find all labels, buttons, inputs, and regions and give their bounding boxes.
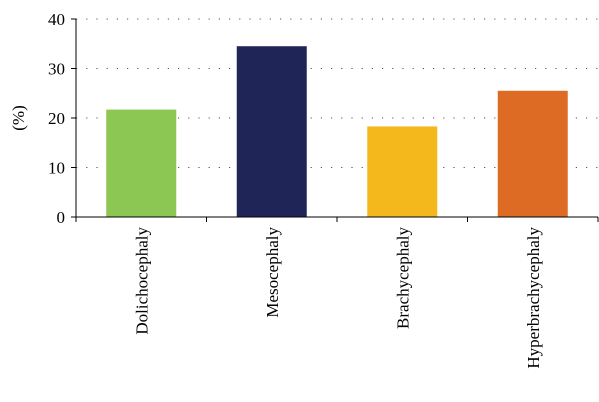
y-ticks: 0 10 20 30 40 — [48, 10, 76, 227]
x-ticks: Dolichocephaly Mesocephaly Brachycephaly Hy… — [75, 217, 599, 369]
category-label: Brachycephaly — [393, 227, 412, 329]
bar — [497, 90, 568, 217]
bar — [236, 46, 307, 217]
y-tick-label: 10 — [48, 159, 65, 178]
bars — [106, 46, 568, 217]
y-axis-label: (%) — [9, 105, 28, 130]
bar — [106, 109, 177, 217]
category-label: Hyperbrachycephaly — [524, 227, 543, 369]
category-label: Mesocephaly — [263, 227, 282, 318]
y-tick-label: 30 — [48, 60, 65, 79]
y-tick-label: 40 — [48, 10, 65, 29]
bar — [367, 126, 438, 217]
category-label: Dolichocephaly — [132, 227, 151, 335]
y-tick-label: 0 — [57, 208, 66, 227]
y-tick-label: 20 — [48, 109, 65, 128]
